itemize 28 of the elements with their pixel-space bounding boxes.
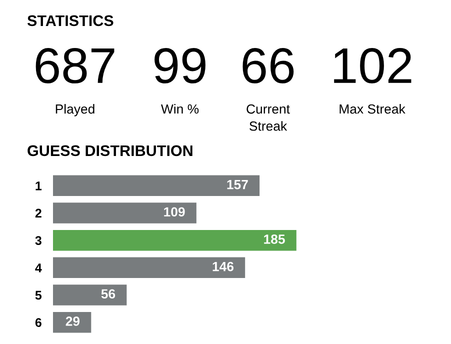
y-tick-label: 2 <box>35 208 42 218</box>
bar <box>53 312 92 333</box>
y-tick-label: 3 <box>35 236 42 246</box>
bar <box>53 175 260 196</box>
category-label: Win % <box>160 104 199 114</box>
data-label: 157 <box>227 180 248 190</box>
y-tick-label: 1 <box>36 182 42 190</box>
data-label: 109 <box>164 207 185 217</box>
data-label: 146 <box>212 262 234 272</box>
y-tick-label: 5 <box>35 290 42 300</box>
data-label: 29 <box>66 316 80 326</box>
data-label: 687 <box>36 48 114 84</box>
category-label: Current Streak <box>246 104 290 131</box>
data-label: 102 <box>334 48 412 84</box>
category-label: Played <box>56 104 94 116</box>
data-label: 56 <box>101 289 116 299</box>
y-tick-label: 4 <box>35 264 42 272</box>
text: STATISTICS <box>27 15 114 26</box>
bar <box>53 230 296 251</box>
y-tick-label: 6 <box>35 318 42 327</box>
data-label: 185 <box>264 234 285 244</box>
data-label: 66 <box>242 48 294 84</box>
data-label: 99 <box>154 48 206 84</box>
chart-title: GUESS DISTRIBUTION <box>28 145 192 156</box>
bar <box>53 257 246 278</box>
bar <box>53 202 196 224</box>
category-label: Max Streak <box>340 104 406 114</box>
bar <box>53 284 127 306</box>
